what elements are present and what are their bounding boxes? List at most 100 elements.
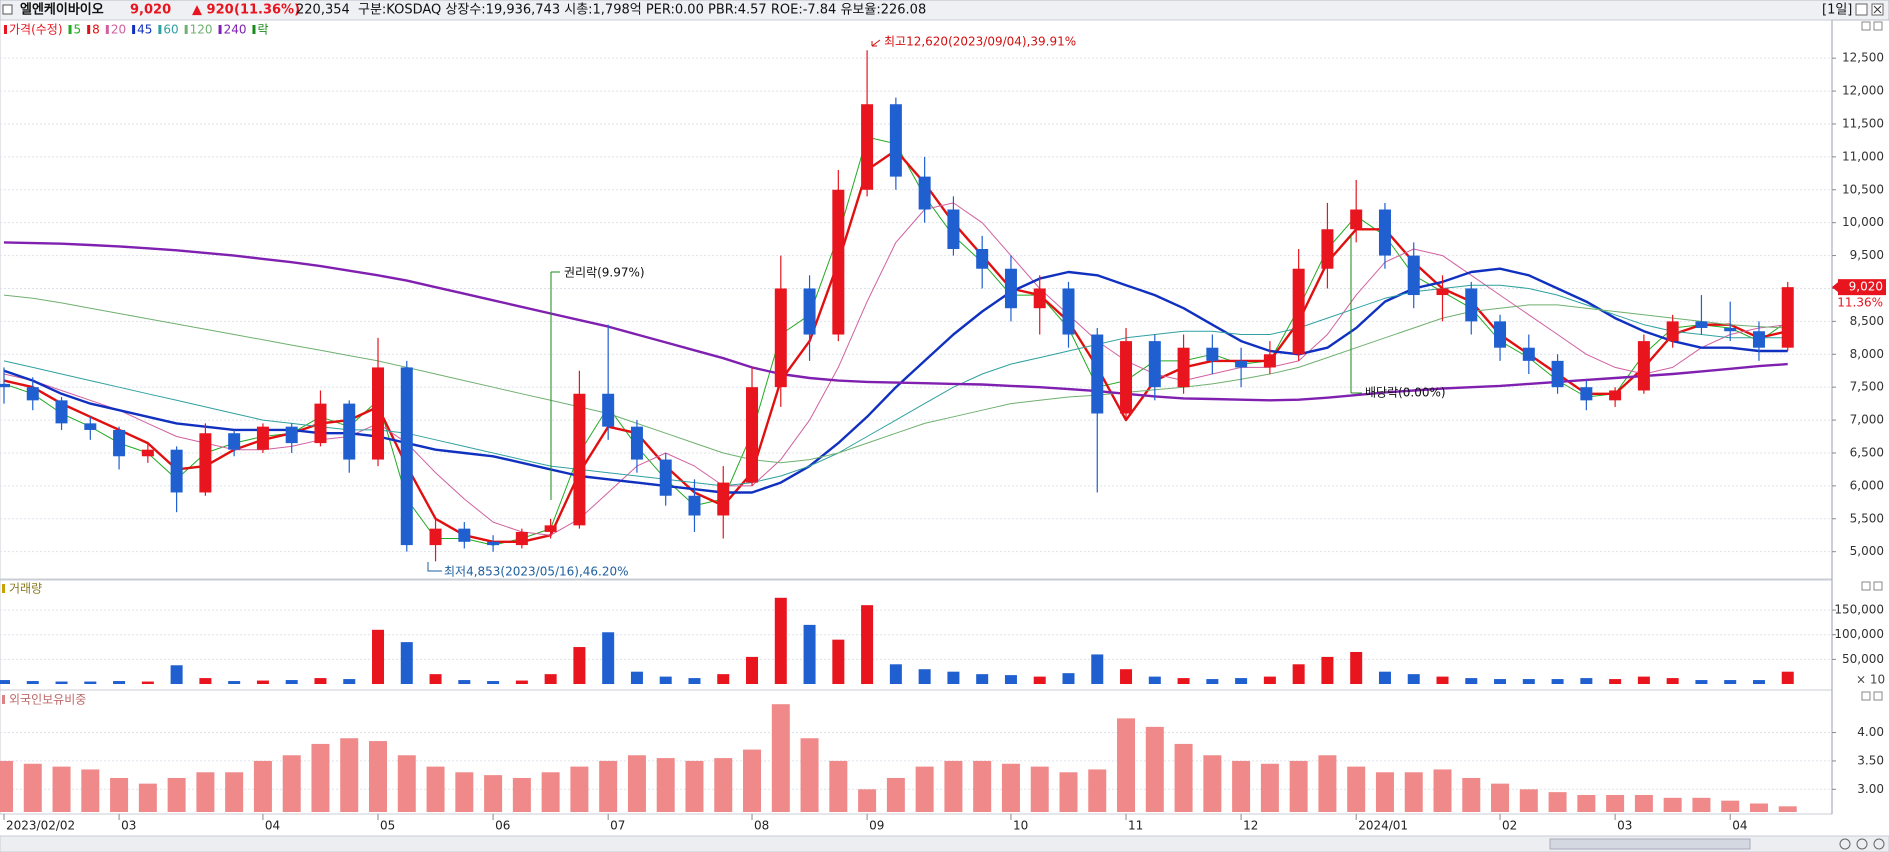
legend-swatch bbox=[4, 25, 7, 34]
bar bbox=[1465, 678, 1478, 684]
bar bbox=[372, 629, 385, 684]
candle-body bbox=[1522, 347, 1535, 361]
bar bbox=[858, 789, 877, 812]
candle-body bbox=[1091, 334, 1104, 414]
candle-body bbox=[1263, 354, 1276, 368]
high-annotation: 최고12,620(2023/09/04),39.91% bbox=[884, 35, 1076, 49]
legend-swatch bbox=[132, 25, 136, 34]
candle-body bbox=[1177, 347, 1190, 388]
window-icon bbox=[2, 4, 13, 15]
bar bbox=[829, 760, 848, 812]
period-button[interactable]: [1일] bbox=[1822, 3, 1852, 18]
bar bbox=[599, 760, 618, 812]
legend-label: 락 bbox=[257, 23, 268, 37]
stock-info: 구분:KOSDAQ 상장수:19,936,743 시총:1,798억 PER:0… bbox=[358, 3, 926, 18]
bar bbox=[1292, 664, 1305, 684]
y-tick-label: 8,500 bbox=[1850, 314, 1884, 328]
bar bbox=[1692, 797, 1711, 812]
candle-body bbox=[1350, 209, 1363, 230]
stock-name: 엘엔케이바이오 bbox=[20, 2, 104, 18]
panel-button[interactable] bbox=[1873, 581, 1883, 591]
bar bbox=[1235, 678, 1248, 684]
x-tick-label: 2024/01 bbox=[1358, 819, 1408, 833]
legend-label: 45 bbox=[137, 23, 152, 37]
candle-body bbox=[458, 528, 471, 542]
bar bbox=[1519, 789, 1538, 812]
x-tick-label: 07 bbox=[610, 819, 625, 833]
candle-body bbox=[918, 176, 931, 210]
candle-body bbox=[1378, 209, 1391, 256]
y-tick-label: 7,000 bbox=[1850, 413, 1884, 427]
candle-body bbox=[1695, 321, 1708, 328]
zoom-in-button[interactable] bbox=[1839, 838, 1851, 850]
bar bbox=[1407, 674, 1420, 684]
panel-marker bbox=[2, 695, 5, 704]
candle-body bbox=[285, 426, 298, 444]
candle-body bbox=[1148, 341, 1161, 388]
bar bbox=[947, 671, 960, 684]
x-tick-label: 08 bbox=[754, 819, 769, 833]
candle-body bbox=[400, 367, 413, 546]
y-tick-label: 8,000 bbox=[1850, 347, 1884, 361]
candle-body bbox=[976, 248, 989, 269]
volume-title: 거래량 bbox=[9, 582, 42, 596]
y-tick-label: 5,000 bbox=[1850, 544, 1884, 558]
bar bbox=[1004, 675, 1017, 684]
bar bbox=[1462, 777, 1481, 812]
bar bbox=[1206, 679, 1219, 684]
scrollbar-thumb[interactable] bbox=[1549, 838, 1751, 850]
zoom-out-button[interactable] bbox=[1856, 838, 1868, 850]
bar bbox=[1436, 676, 1449, 684]
rights-annotation: 권리락(9.97%) bbox=[564, 266, 645, 280]
bar bbox=[915, 766, 934, 812]
legend-swatch bbox=[158, 25, 162, 34]
candle-body bbox=[659, 459, 672, 496]
volume-unit: × 10 bbox=[1856, 673, 1885, 687]
bar bbox=[167, 777, 186, 812]
bar bbox=[1695, 680, 1708, 684]
bar bbox=[1663, 797, 1682, 812]
bar bbox=[944, 760, 963, 812]
candle-body bbox=[774, 288, 787, 388]
y-tick-label: 11,500 bbox=[1842, 116, 1884, 130]
candle-body bbox=[372, 367, 385, 460]
candle-body bbox=[228, 433, 241, 450]
x-tick-label: 06 bbox=[495, 819, 510, 833]
bar bbox=[1001, 763, 1020, 812]
panel-marker bbox=[2, 584, 5, 593]
low-arrow bbox=[427, 562, 442, 572]
candle-body bbox=[1004, 268, 1017, 309]
candle-body bbox=[487, 541, 500, 546]
legend-swatch bbox=[87, 25, 91, 34]
bar bbox=[1088, 769, 1107, 812]
candle-body bbox=[1580, 387, 1593, 401]
candle-body bbox=[1033, 288, 1046, 309]
maximize-button[interactable] bbox=[1855, 3, 1868, 16]
panel-button[interactable] bbox=[1873, 691, 1883, 701]
bar bbox=[1634, 794, 1653, 812]
panel-button[interactable] bbox=[1873, 21, 1883, 31]
panel-button[interactable] bbox=[1861, 21, 1871, 31]
bar bbox=[84, 681, 97, 684]
panel-button[interactable] bbox=[1861, 581, 1871, 591]
bar bbox=[1375, 772, 1394, 812]
candle-body bbox=[1436, 288, 1449, 296]
zoom-reset-button[interactable] bbox=[1873, 838, 1885, 850]
candle-body bbox=[0, 383, 10, 388]
bar bbox=[1551, 679, 1564, 684]
bar bbox=[1752, 680, 1765, 684]
x-tick-label: 09 bbox=[869, 819, 884, 833]
bar bbox=[976, 674, 989, 684]
bar bbox=[918, 669, 931, 684]
panel-button[interactable] bbox=[1861, 691, 1871, 701]
price-panel bbox=[0, 19, 1833, 580]
y-tick-label: 12,500 bbox=[1842, 51, 1884, 65]
bar bbox=[228, 681, 241, 684]
candle-body bbox=[84, 423, 97, 430]
bar bbox=[1318, 755, 1337, 812]
bar bbox=[429, 674, 442, 684]
bar bbox=[426, 766, 445, 812]
candle-body bbox=[256, 426, 269, 450]
y-tick-label: 100,000 bbox=[1834, 627, 1884, 641]
